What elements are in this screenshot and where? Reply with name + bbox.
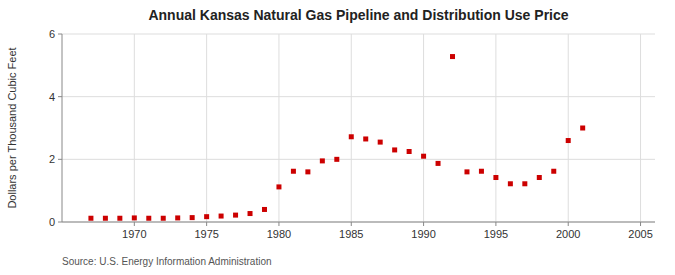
y-tick-label: 6: [49, 28, 55, 40]
grid: [62, 34, 655, 222]
point: [334, 157, 339, 162]
point: [190, 215, 195, 220]
x-grid-line: [278, 34, 279, 222]
x-tick: [351, 222, 352, 226]
point: [493, 175, 498, 180]
point: [566, 138, 571, 143]
x-tick: [568, 222, 569, 226]
point: [464, 169, 469, 174]
marks: [88, 54, 585, 221]
point: [349, 134, 354, 139]
y-grid-line: [62, 222, 655, 223]
x-grid-line: [495, 34, 496, 222]
point: [233, 213, 238, 218]
point: [132, 215, 137, 220]
y-tick-label: 4: [49, 91, 55, 103]
x-tick: [206, 222, 207, 226]
point: [378, 140, 383, 145]
y-grid-line: [62, 34, 655, 35]
x-grid-line: [206, 34, 207, 222]
point: [175, 215, 180, 220]
y-tick: [58, 34, 62, 35]
point: [551, 169, 556, 174]
point: [262, 207, 267, 212]
point: [146, 216, 151, 221]
y-tick: [58, 96, 62, 97]
x-tick-label: 1975: [194, 228, 218, 240]
x-tick: [134, 222, 135, 226]
x-tick: [640, 222, 641, 226]
point: [407, 149, 412, 154]
x-tick-label: 2000: [556, 228, 580, 240]
y-axis-line: [62, 34, 63, 222]
point: [421, 154, 426, 159]
x-tick: [495, 222, 496, 226]
x-grid-line: [134, 34, 135, 222]
x-axis-line: [62, 222, 655, 223]
x-tick: [423, 222, 424, 226]
point: [363, 136, 368, 141]
chart: 1970 1975 1980 1985 1990 1995 2000 2005 0 2 4 6 Annu…: [0, 0, 675, 275]
y-tick-label: 2: [49, 153, 55, 165]
point: [248, 211, 253, 216]
point: [204, 214, 209, 219]
point: [392, 147, 397, 152]
point: [320, 158, 325, 163]
point: [522, 181, 527, 186]
point: [450, 54, 455, 59]
x-tick-label: 2005: [628, 228, 652, 240]
y-grid-line: [62, 96, 655, 97]
y-tick: [58, 222, 62, 223]
x-tick-label: 1995: [484, 228, 508, 240]
x-tick-label: 1990: [411, 228, 435, 240]
point: [276, 184, 281, 189]
title: Annual Kansas Natural Gas Pipeline and D…: [148, 7, 568, 23]
x-grid-line: [351, 34, 352, 222]
y-tick: [58, 159, 62, 160]
x-tick-label: 1980: [267, 228, 291, 240]
point: [580, 126, 585, 131]
x-grid-line: [640, 34, 641, 222]
source: Source: U.S. Energy Information Administ…: [62, 256, 272, 267]
y-grid-line: [62, 159, 655, 160]
x-grid-line: [568, 34, 569, 222]
x-tick-label: 1985: [339, 228, 363, 240]
y-tick-label: 0: [49, 216, 55, 228]
point: [291, 169, 296, 174]
point: [436, 161, 441, 166]
x-grid-line: [423, 34, 424, 222]
point: [117, 216, 122, 221]
point: [219, 214, 224, 219]
y-axis-label: Dollars per Thousand Cubic Feet: [6, 47, 18, 208]
point: [479, 169, 484, 174]
point: [103, 216, 108, 221]
x-tick: [278, 222, 279, 226]
point: [88, 216, 93, 221]
point: [161, 216, 166, 221]
point: [537, 175, 542, 180]
point: [305, 169, 310, 174]
x-tick-label: 1970: [122, 228, 146, 240]
point: [508, 181, 513, 186]
